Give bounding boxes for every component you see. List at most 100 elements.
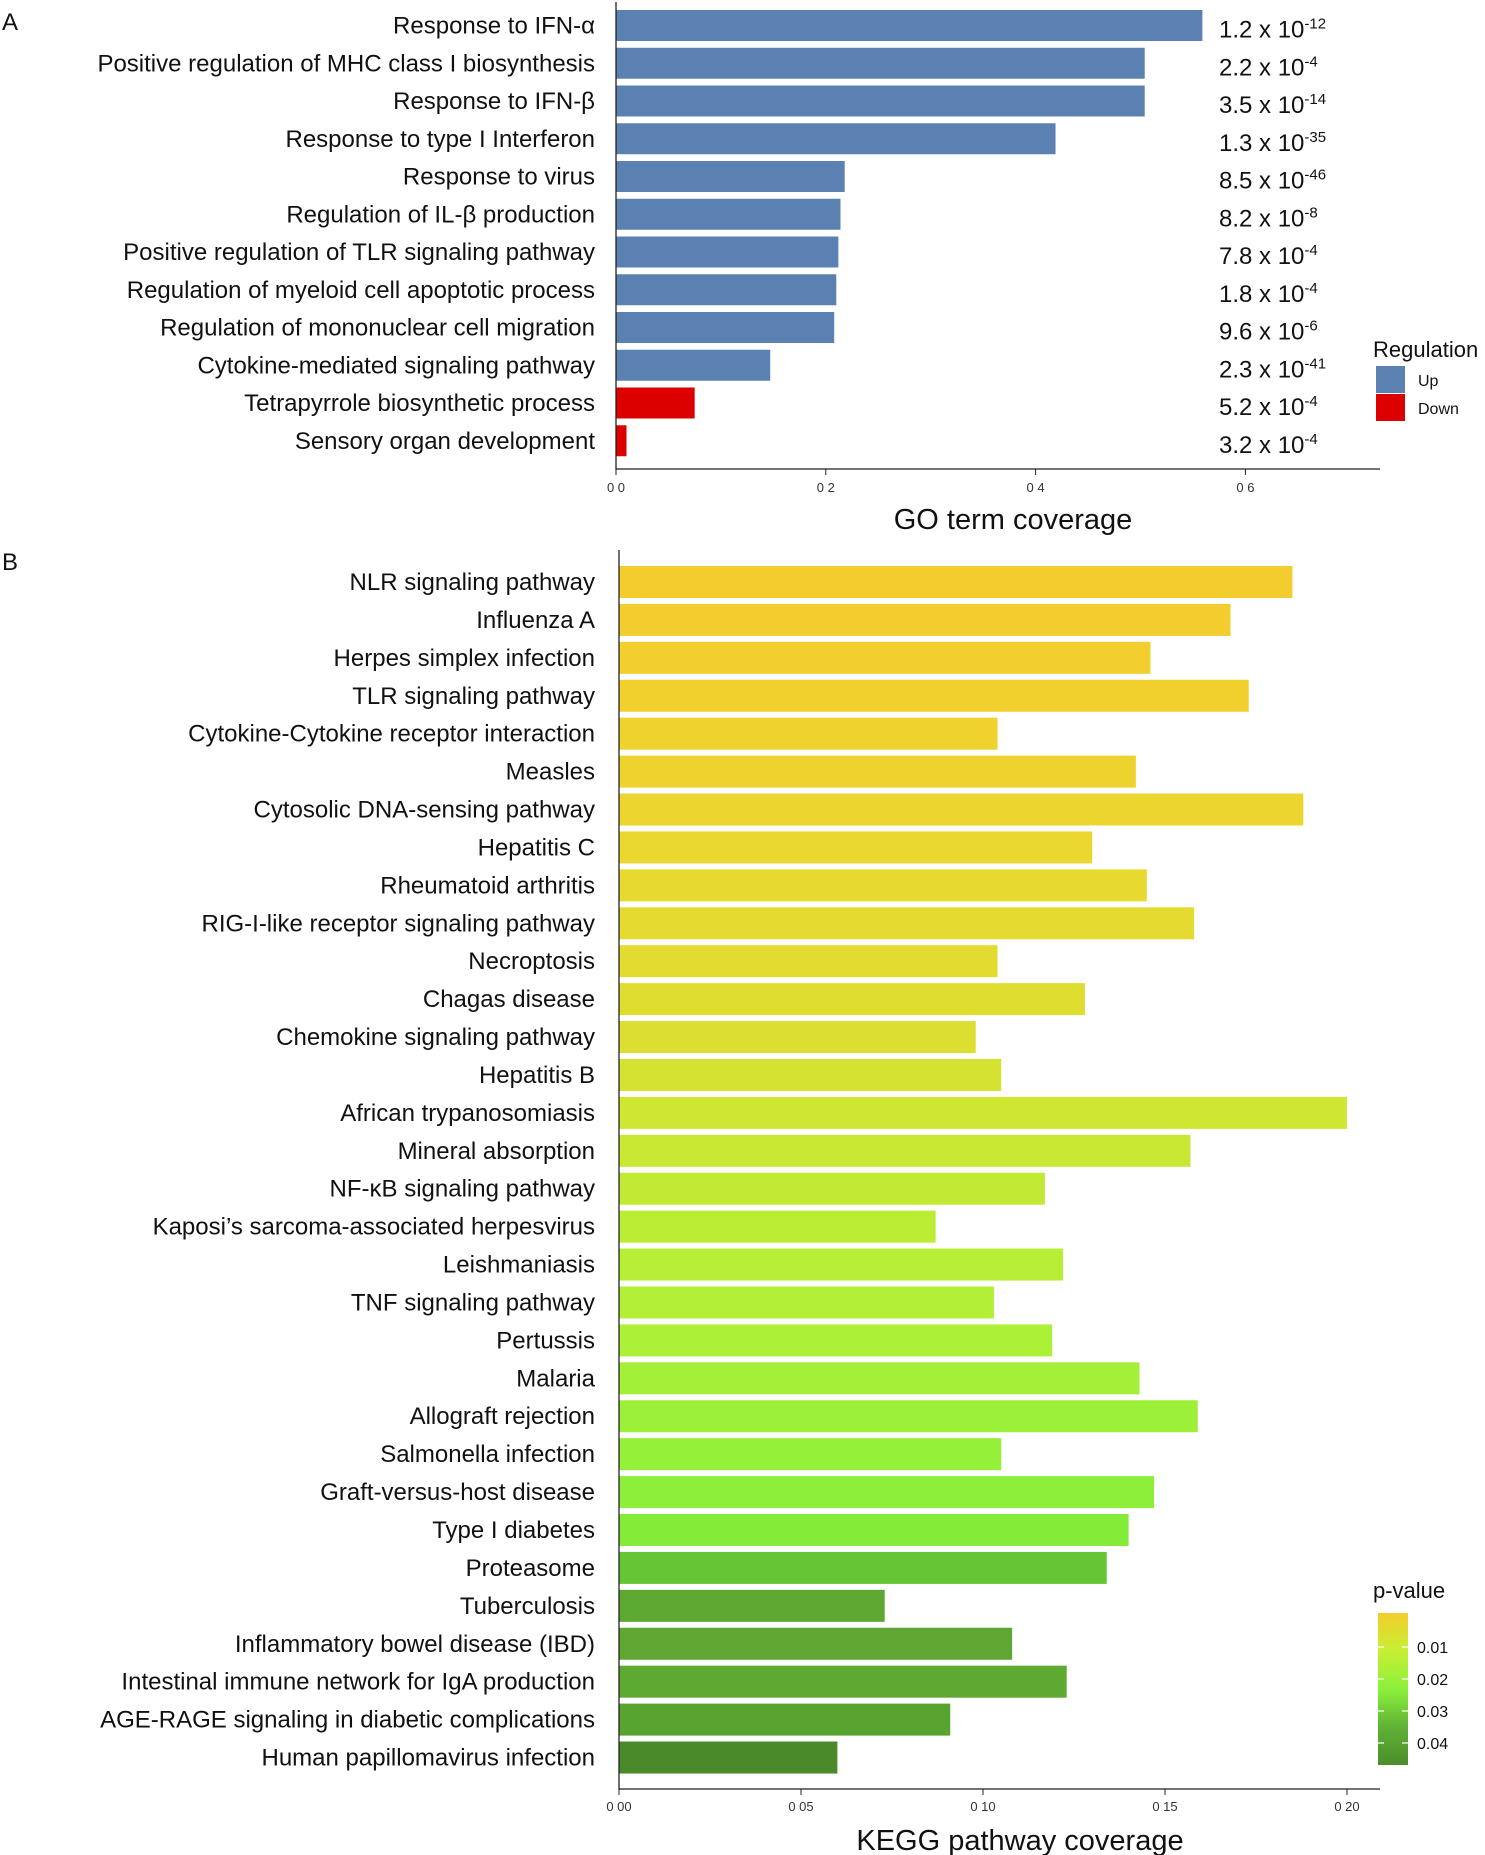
go-p-value-label: 2.3 x 10-41 [1219, 355, 1326, 383]
kegg-category-labels: NLR signaling pathway Influenza A Herpes s… [100, 569, 596, 1772]
kegg-bar [619, 641, 1151, 674]
kegg-category-label: Mineral absorption [398, 1138, 595, 1165]
kegg-category-label: Pertussis [496, 1327, 595, 1354]
go-category-label: Cytokine-mediated signaling pathway [197, 352, 595, 379]
kegg-category-label: African trypanosomiasis [340, 1100, 595, 1127]
kegg-bar [619, 1058, 1002, 1091]
kegg-bar [619, 831, 1093, 864]
go-bar [616, 312, 835, 343]
kegg-category-label: Hepatitis B [479, 1062, 595, 1089]
kegg-bar [619, 1324, 1053, 1357]
kegg-category-label: Salmonella infection [380, 1441, 595, 1468]
go-bar [616, 85, 1145, 117]
kegg-bar [619, 1286, 994, 1319]
kegg-bar [619, 679, 1249, 712]
go-bars [616, 10, 1203, 457]
kegg-x-axis: 0 00 0 05 0 10 0 15 0 20 [606, 550, 1380, 1814]
kegg-category-label: NF-κB signaling pathway [330, 1176, 595, 1203]
p-value-legend-tick-label: 0.03 [1417, 1704, 1448, 1721]
kegg-bar [619, 1362, 1140, 1395]
kegg-bar [619, 1400, 1198, 1433]
kegg-x-tick-label: 0 05 [788, 1799, 813, 1814]
kegg-bar [619, 1703, 951, 1736]
go-category-label: Response to IFN-β [393, 88, 595, 115]
p-value-legend: p-value 0.01 0.02 0.03 0.04 [1373, 1578, 1448, 1765]
kegg-bar [619, 1627, 1013, 1660]
go-category-label: Regulation of IL-β production [286, 201, 595, 228]
go-bar [616, 274, 837, 306]
kegg-bar [619, 1589, 885, 1622]
go-category-label: Response to IFN-α [393, 13, 595, 40]
legend-label-up: Up [1418, 373, 1439, 390]
kegg-category-label: Type I diabetes [432, 1517, 595, 1544]
kegg-bar [619, 1021, 976, 1054]
kegg-bar [619, 755, 1136, 788]
go-x-tick-label: 0 2 [817, 480, 835, 495]
go-p-value-label: 3.2 x 10-4 [1219, 431, 1318, 459]
kegg-bar [619, 869, 1147, 902]
kegg-category-label: Cytokine-Cytokine receptor interaction [188, 721, 595, 748]
go-bar [616, 47, 1145, 79]
kegg-bar [619, 1551, 1107, 1584]
kegg-x-tick-label: 0 20 [1334, 1799, 1359, 1814]
kegg-x-axis-title: KEGG pathway coverage [856, 1825, 1183, 1855]
go-bar [616, 387, 695, 419]
go-bar [616, 236, 839, 268]
kegg-category-label: Herpes simplex infection [334, 645, 595, 672]
go-x-tick-label: 0 4 [1027, 480, 1045, 495]
kegg-bar [619, 566, 1293, 598]
kegg-x-tick-label: 0 00 [606, 1799, 631, 1814]
kegg-category-label: Cytosolic DNA-sensing pathway [254, 797, 595, 824]
kegg-x-tick-label: 0 15 [1152, 1799, 1177, 1814]
kegg-category-label: Intestinal immune network for IgA produc… [121, 1669, 595, 1696]
kegg-category-label: TNF signaling pathway [351, 1289, 595, 1316]
kegg-category-label: Rheumatoid arthritis [380, 872, 595, 899]
go-category-label: Tetrapyrrole biosynthetic process [244, 390, 595, 417]
p-value-legend-tick-label: 0.02 [1417, 1672, 1448, 1689]
legend-label-down: Down [1418, 401, 1459, 418]
kegg-bar [619, 793, 1304, 826]
panel-b: B NLR signaling pathway Influenza A Herpes… [2, 549, 1448, 1855]
go-p-value-label: 9.6 x 10-6 [1219, 318, 1318, 346]
kegg-bar [619, 1741, 838, 1774]
kegg-category-label: AGE-RAGE signaling in diabetic complicat… [100, 1707, 595, 1734]
go-bar [616, 161, 845, 192]
go-p-value-label: 2.2 x 10-4 [1219, 53, 1318, 81]
kegg-category-label: Chagas disease [423, 986, 595, 1013]
go-p-value-label: 1.3 x 10-35 [1219, 129, 1326, 157]
kegg-bar [619, 1248, 1064, 1281]
kegg-bar [619, 945, 998, 978]
go-category-label: Positive regulation of TLR signaling pat… [123, 239, 595, 266]
go-x-axis-title: GO term coverage [894, 504, 1133, 536]
kegg-category-label: Malaria [516, 1365, 595, 1392]
go-bar [616, 10, 1203, 41]
kegg-category-label: Influenza A [476, 607, 595, 634]
kegg-bar [619, 717, 998, 750]
kegg-x-tick-label: 0 10 [970, 1799, 995, 1814]
regulation-legend: Regulation Up Down [1373, 337, 1478, 421]
kegg-bar [619, 1172, 1045, 1205]
kegg-bar [619, 1134, 1191, 1167]
kegg-bar [619, 1514, 1129, 1546]
go-p-value-label: 8.2 x 10-8 [1219, 204, 1318, 232]
go-category-label: Regulation of myeloid cell apoptotic pro… [127, 277, 595, 304]
kegg-category-label: Kaposi’s sarcoma-associated herpesvirus [153, 1214, 595, 1241]
panel-a: A Response to IFN-α Positive regulation o… [2, 2, 1478, 536]
p-value-colorbar [1378, 1613, 1408, 1765]
kegg-category-label: Hepatitis C [478, 834, 595, 861]
kegg-category-label: Inflammatory bowel disease (IBD) [235, 1631, 595, 1658]
go-p-value-label: 3.5 x 10-14 [1219, 91, 1326, 119]
kegg-bar [619, 1665, 1067, 1698]
legend-swatch-up [1376, 366, 1405, 393]
kegg-category-label: NLR signaling pathway [350, 569, 595, 596]
go-x-tick-label: 0 6 [1236, 480, 1254, 495]
go-bar [616, 425, 627, 457]
go-x-axis: 0 0 0 2 0 4 0 6 [607, 2, 1380, 495]
p-value-legend-tick-label: 0.01 [1417, 1640, 1448, 1657]
go-p-value-label: 8.5 x 10-46 [1219, 167, 1326, 195]
p-value-legend-tick-label: 0.04 [1417, 1736, 1448, 1753]
regulation-legend-title: Regulation [1373, 337, 1478, 362]
go-bar [616, 198, 841, 230]
go-category-label: Response to virus [403, 164, 595, 191]
